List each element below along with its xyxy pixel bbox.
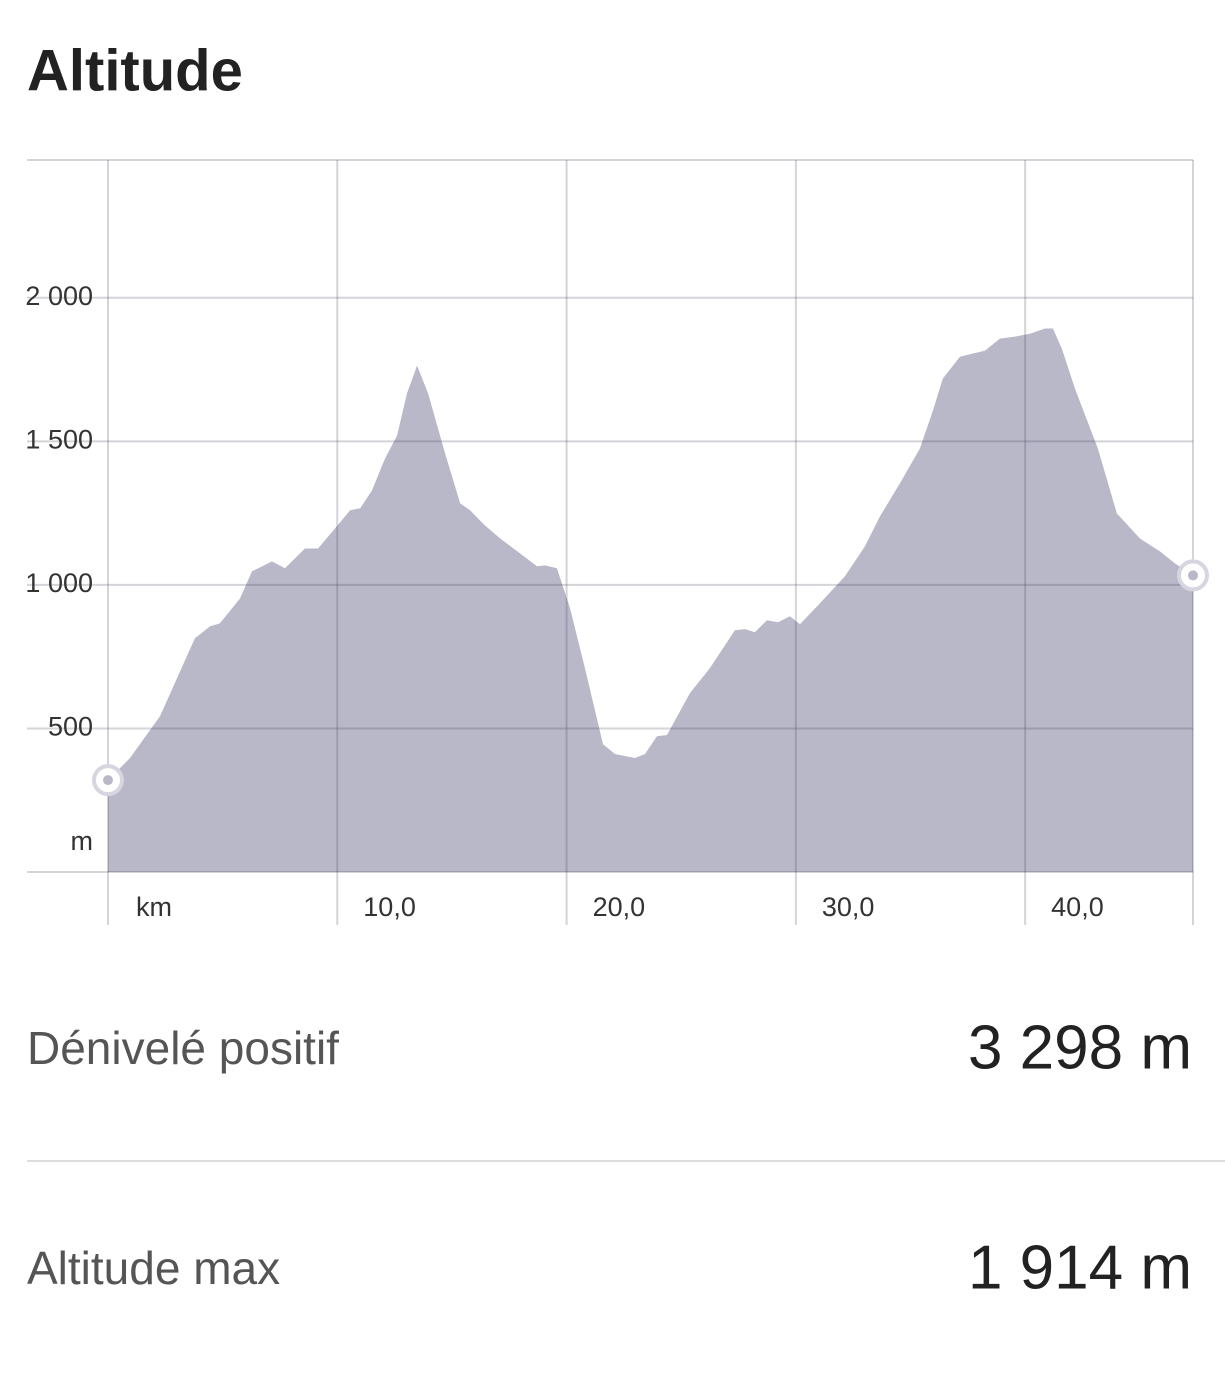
y-tick-label: 1 500 <box>25 424 93 454</box>
y-axis-unit: m <box>71 826 94 856</box>
endpoint-dot <box>103 775 113 786</box>
chart: 500 1 000 1 500 2 000 m 10,0 20,0 30,0 40,0 km <box>25 159 1209 925</box>
x-axis-unit: km <box>136 892 172 922</box>
y-tick-label: 500 <box>48 712 93 742</box>
y-tick-label: 1 000 <box>25 568 93 598</box>
endpoint-dot <box>1188 570 1198 581</box>
x-tick-label: 40,0 <box>1051 892 1104 922</box>
x-tick-label: 30,0 <box>822 892 875 922</box>
stat-label: Dénivelé positif <box>27 1022 339 1074</box>
area <box>108 328 1193 872</box>
x-tick-label: 10,0 <box>363 892 416 922</box>
x-tick-label: 20,0 <box>593 892 646 922</box>
y-tick-label: 2 000 <box>25 281 93 311</box>
stat-label: Altitude max <box>27 1242 280 1294</box>
stat-value: 1 914 m <box>968 1233 1192 1302</box>
card-title: Altitude <box>27 38 243 103</box>
stat-value: 3 298 m <box>968 1013 1192 1082</box>
